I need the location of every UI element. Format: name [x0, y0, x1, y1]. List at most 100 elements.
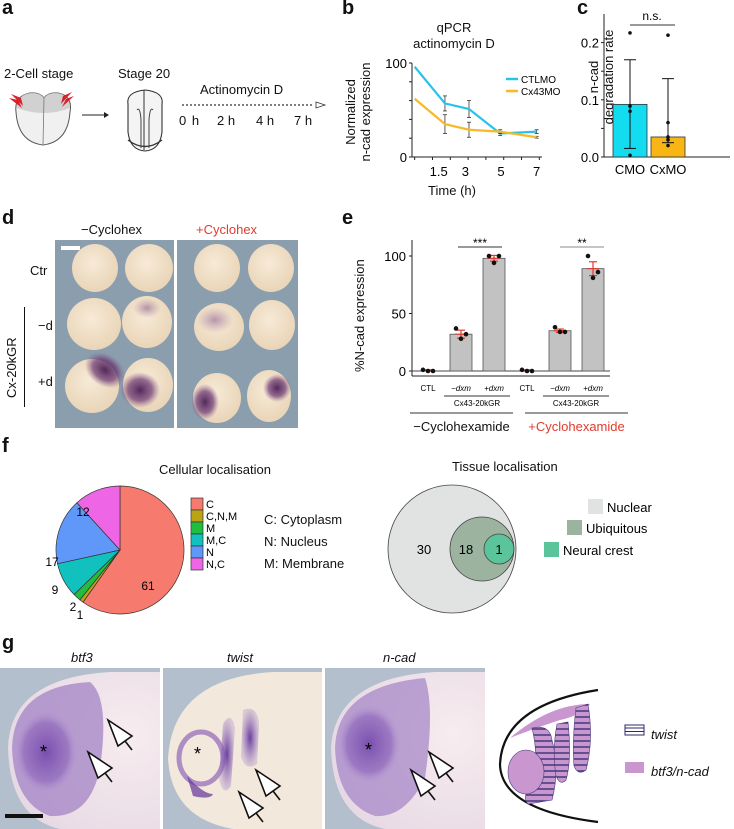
x-tick-label: −dxm: [451, 384, 471, 393]
significance-label: n.s.: [642, 9, 661, 23]
venn-legend-label: Neural crest: [563, 543, 633, 558]
data-point: [628, 109, 632, 114]
data-point: [628, 104, 632, 108]
data-point: [519, 367, 525, 373]
pie-slice-c: [82, 485, 185, 615]
two-cell-embryo-icon: [15, 92, 71, 146]
venn-value-nuclear: 30: [417, 542, 431, 557]
series-line-cx43mo: [413, 97, 537, 139]
venn-legend-label: Ubiquitous: [586, 521, 648, 536]
legend-label: C: [206, 499, 214, 511]
x-tick-label: CxMO: [650, 162, 687, 177]
row-label-ctr: Ctr: [30, 263, 48, 278]
injection-arrow-icon: [9, 92, 74, 108]
schematic-diagram: [498, 688, 599, 824]
timepoint-2: 4 h: [256, 113, 275, 128]
scale-bar: [61, 246, 80, 250]
stage2-label: Stage 20: [118, 66, 171, 81]
arrow-icon: [82, 112, 109, 118]
data-point: [666, 138, 670, 142]
timepoint-3: 7 h: [294, 113, 313, 128]
legend-swatch: [190, 545, 204, 559]
embryo-plus-d-2: [120, 358, 173, 412]
group-divider: [24, 307, 25, 407]
pie-slice-nc: [76, 485, 121, 551]
legend-swatch: [190, 557, 204, 571]
chart-b-title-line2: actinomycin D: [413, 36, 495, 51]
data-point: [585, 253, 591, 259]
eye-region: [507, 749, 545, 795]
data-point: [430, 368, 436, 374]
series-line-ctlmo: [413, 66, 537, 135]
x-tick-label: −dxm: [550, 384, 570, 393]
significance-label: ***: [473, 236, 487, 250]
arrowhead-icon: [237, 767, 282, 823]
data-point: [590, 275, 596, 281]
asterisk-marker: *: [40, 742, 47, 762]
y-tick-label: 100: [385, 56, 407, 71]
venn-legend-swatch: [588, 499, 603, 514]
col-label-plus-cyclohex: +Cyclohex: [196, 222, 258, 237]
photo-btf3: *: [0, 668, 160, 829]
panel-label-e: e: [342, 207, 354, 229]
panel-label-f: f: [2, 435, 9, 457]
y-tick-label: 100: [384, 249, 406, 264]
venn-value-neural-crest: 1: [495, 542, 502, 557]
pie-data-label: 12: [76, 505, 90, 519]
x-tick-label: 7: [533, 164, 540, 179]
embryo-ctr-4: [248, 244, 294, 292]
legend-swatch: [190, 509, 204, 523]
timepoint-0: 0 h: [179, 113, 200, 128]
subgroup-label: Cx43-20kGR: [454, 399, 500, 408]
data-point: [666, 33, 670, 37]
in-situ-photos: * * *: [0, 668, 485, 829]
embryo-ctr-1: [72, 244, 118, 292]
data-point: [524, 368, 530, 374]
embryo-plus-d-3: [191, 373, 241, 423]
venn-diagram-svg: 30 18 1 Nuclear Ubiquitous Neural crest: [387, 484, 652, 614]
venn-value-ubiquitous: 18: [459, 542, 473, 557]
pie-data-label: 61: [141, 579, 155, 593]
y-tick-label: 0.0: [581, 150, 599, 165]
photo-twist: *: [163, 668, 322, 829]
col-label-minus-cyclohex: −Cyclohex: [81, 222, 143, 237]
btf3-region: [510, 704, 590, 738]
image-label-twist: twist: [227, 650, 253, 665]
key-nucleus: N: Nucleus: [264, 534, 328, 549]
image-label-ncad: n-cad: [383, 650, 416, 665]
y-tick-label: 0.1: [581, 93, 599, 108]
legend-label: M,C: [206, 535, 226, 547]
embryo-plus-d-1: [65, 351, 126, 413]
data-point: [529, 368, 535, 374]
schematic-legend-swatches: [624, 724, 645, 773]
chart-e-svg: 0 50 100 CTL −dxm +dxm CTL −dxm +dxm Cx43-20kGR Cx…: [384, 236, 628, 434]
y-tick-label: 0: [400, 150, 407, 165]
legend-label: N,C: [206, 559, 225, 571]
twist-stream-2: [553, 721, 570, 783]
pie-data-label: 17: [45, 555, 59, 569]
venn-circle-neural-crest: [483, 533, 515, 565]
x-tick-label: CTL: [420, 384, 436, 393]
venn-legend-label: Nuclear: [607, 500, 652, 515]
group-label: +Cyclohexamide: [528, 419, 624, 434]
bar: [482, 257, 506, 372]
asterisk-marker: *: [194, 744, 201, 764]
data-point: [458, 336, 464, 342]
x-tick-label: CMO: [615, 162, 645, 177]
arrowhead-icon: [86, 717, 134, 783]
stage1-label: 2-Cell stage: [4, 66, 74, 81]
embryo-photo-grid: [55, 240, 298, 428]
x-tick-label: 3: [462, 164, 469, 179]
embryo-plus-d-4: [247, 370, 291, 422]
group-label: −Cyclohexamide: [413, 419, 509, 434]
chart-b-title-line1: qPCR: [436, 20, 472, 35]
embryo-ctr-3: [194, 244, 240, 292]
data-point: [425, 368, 431, 374]
bar: [548, 330, 572, 372]
legend-label-ctlmo: CTLMO: [521, 75, 556, 86]
data-point: [491, 260, 497, 266]
x-tick-label: 5: [497, 164, 504, 179]
legend-swatch: [190, 521, 204, 535]
scale-bar-g: [5, 814, 43, 818]
